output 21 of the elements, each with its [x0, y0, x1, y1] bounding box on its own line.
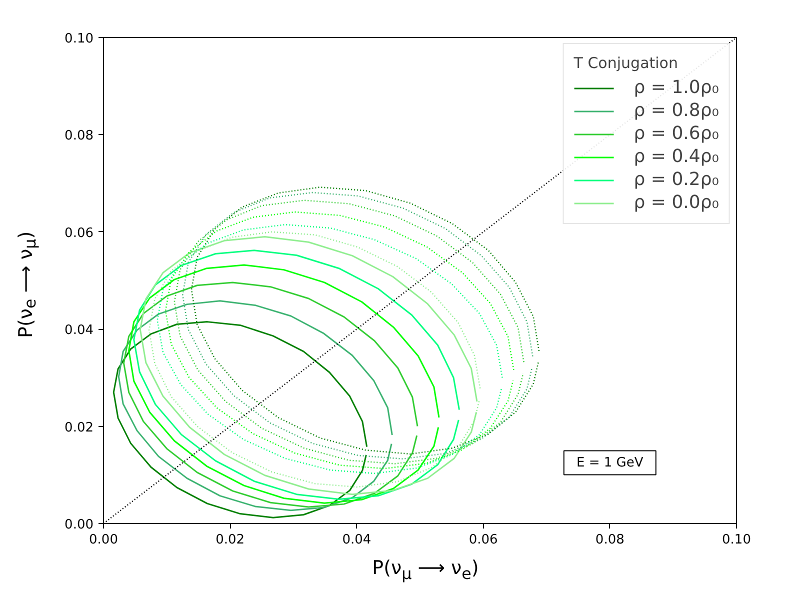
annotation: E = 1 GeV — [576, 455, 644, 470]
legend-title: T Conjugation — [574, 54, 679, 72]
legend-label: ρ = 1.0ρ₀ — [634, 77, 719, 98]
legend-label: ρ = 0.0ρ₀ — [634, 192, 719, 213]
legend-label: ρ = 0.8ρ₀ — [634, 100, 719, 121]
legend-label: ρ = 0.4ρ₀ — [634, 146, 719, 167]
x-tick-label: 0.00 — [89, 532, 118, 548]
legend-label: ρ = 0.6ρ₀ — [634, 123, 719, 144]
x-tick-label: 0.06 — [468, 532, 498, 548]
y-tick-label: 0.00 — [64, 518, 94, 532]
x-tick-label: 0.08 — [595, 532, 624, 548]
y-tick-label: 0.06 — [64, 226, 94, 241]
legend-label: ρ = 0.2ρ₀ — [634, 169, 719, 190]
y-tick-label: 0.08 — [64, 128, 94, 144]
x-axis-title: P(ν$_{μ}$ ⟶ ν$_{e}$) — [372, 556, 479, 585]
y-tick-label: 0.02 — [64, 420, 94, 436]
x-tick-label: 0.10 — [722, 532, 751, 548]
y-tick-label: 0.04 — [64, 323, 94, 338]
y-tick-label: 0.10 — [64, 32, 94, 46]
x-tick-label: 0.04 — [342, 532, 372, 548]
x-tick-label: 0.02 — [216, 532, 245, 548]
